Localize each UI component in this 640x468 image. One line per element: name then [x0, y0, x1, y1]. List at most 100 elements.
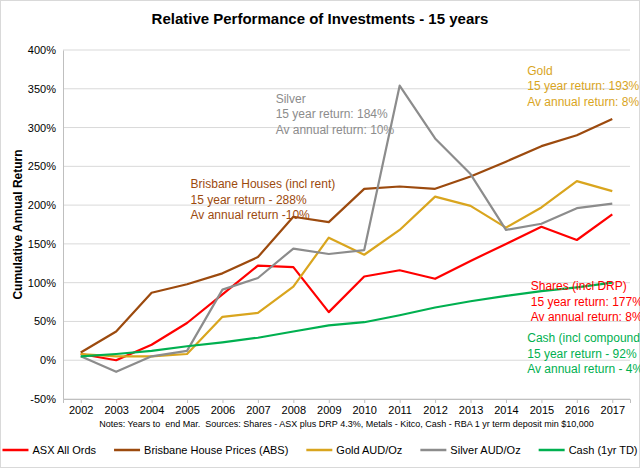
annotation-line: Av annual return: 10%: [276, 123, 395, 137]
x-tick: 2006: [211, 399, 235, 416]
chart: Relative Performance of Investments - 15…: [0, 0, 640, 468]
x-tick-mark: [187, 399, 188, 403]
legend-swatch: [420, 449, 446, 452]
x-tick-label: 2016: [565, 404, 589, 416]
annotation-line: Gold: [527, 64, 552, 78]
annotation-line: 15 year return - 92%: [527, 347, 637, 361]
x-tick-mark: [471, 399, 472, 403]
x-tick-mark: [577, 399, 578, 403]
x-tick-label: 2009: [317, 404, 341, 416]
legend-item: Gold AUD/Oz: [306, 444, 402, 456]
x-tick-label: 2002: [69, 404, 93, 416]
x-tick: 2013: [459, 399, 483, 416]
annotation-line: Shares (incl DRP): [531, 279, 627, 293]
y-tick-label: 50%: [34, 315, 56, 327]
x-tick-label: 2015: [530, 404, 554, 416]
annotation-line: 15 year return: 184%: [276, 107, 388, 121]
x-tick: 2017: [601, 399, 625, 416]
y-tick: 100%: [28, 277, 63, 289]
y-tick-label: 200%: [28, 199, 56, 211]
x-tick-mark: [222, 399, 223, 403]
x-tick-mark: [81, 399, 82, 403]
legend-item: Brisbane House Prices (ABS): [114, 444, 288, 456]
y-tick: -50%: [30, 393, 63, 405]
x-tick-mark: [152, 399, 153, 403]
annotation-line: Av annual return: 8%: [527, 95, 639, 109]
grid-line: [63, 166, 630, 167]
y-tick: 400%: [28, 44, 63, 56]
x-tick-label: 2010: [352, 404, 376, 416]
x-tick: 2012: [423, 399, 447, 416]
annotation-line: Silver: [276, 92, 306, 106]
legend-label: Cash (1yr TD): [569, 444, 638, 456]
x-tick-mark: [612, 399, 613, 403]
annotation: Gold15 year return: 193%Av annual return…: [527, 64, 639, 109]
y-tick: 250%: [28, 160, 63, 172]
x-tick-mark: [435, 399, 436, 403]
x-tick: 2003: [104, 399, 128, 416]
x-tick: 2010: [352, 399, 376, 416]
annotation: Silver15 year return: 184% Av annual retu…: [276, 92, 395, 137]
y-tick: 200%: [28, 199, 63, 211]
y-tick-label: 250%: [28, 160, 56, 172]
annotation-line: Av annual return: 8%: [531, 310, 640, 324]
x-tick-label: 2008: [282, 404, 306, 416]
x-tick-label: 2011: [388, 404, 412, 416]
x-tick: 2009: [317, 399, 341, 416]
x-tick: 2014: [494, 399, 518, 416]
legend-swatch: [539, 449, 565, 452]
x-tick: 2008: [282, 399, 306, 416]
x-tick-mark: [400, 399, 401, 403]
x-tick-mark: [258, 399, 259, 403]
legend-label: Brisbane House Prices (ABS): [144, 444, 288, 456]
annotation: Cash (incl compounding int)15 year retur…: [527, 331, 640, 376]
x-tick-label: 2003: [104, 404, 128, 416]
title: Relative Performance of Investments - 15…: [152, 10, 489, 27]
annotation-line: Brisbane Houses (incl rent): [191, 177, 336, 191]
y-tick-label: 0%: [40, 354, 56, 366]
annotation-line: 15 year return: 177%: [531, 295, 640, 309]
y-tick: 0%: [40, 354, 63, 366]
annotations: Silver15 year return: 184% Av annual retu…: [191, 64, 640, 377]
x-tick-label: 2007: [246, 404, 270, 416]
series-lines: [81, 86, 613, 372]
x-tick-label: 2017: [601, 404, 625, 416]
legend-label: Silver AUD/Oz: [450, 444, 520, 456]
grid-line: [63, 50, 630, 51]
x-tick: 2015: [530, 399, 554, 416]
annotation: Brisbane Houses (incl rent) 15 year retur…: [191, 177, 336, 222]
legend-label: ASX All Ords: [32, 444, 96, 456]
annotation-line: Av annual return -10%: [191, 208, 311, 222]
x-tick-mark: [116, 399, 117, 403]
legend-item: Cash (1yr TD): [539, 444, 638, 456]
x-axis: 2002 2003 2004 2005 2006 2007 2008 2009 2010 2011…: [64, 399, 631, 416]
x-axis-line: [64, 400, 631, 404]
x-tick: 2016: [565, 399, 589, 416]
legend-swatch: [306, 449, 332, 452]
legend-label: Gold AUD/Oz: [336, 444, 402, 456]
legend-swatch: [2, 449, 28, 452]
y-tick: 300%: [28, 122, 63, 134]
legend-item: Silver AUD/Oz: [420, 444, 520, 456]
x-tick: 2004: [140, 399, 164, 416]
x-tick-label: 2005: [175, 404, 199, 416]
legend-swatch: [114, 449, 140, 452]
y-tick-label: 150%: [28, 238, 56, 250]
annotation-line: 15 year return - 288%: [191, 193, 307, 207]
x-tick-mark: [541, 399, 542, 403]
x-tick-mark: [364, 399, 365, 403]
y-tick: 150%: [28, 238, 63, 250]
chart-border: [1, 1, 640, 468]
y-axis-line: [63, 51, 64, 400]
y-tick-label: 100%: [28, 277, 56, 289]
x-tick: 2011: [388, 399, 412, 416]
x-tick-label: 2004: [140, 404, 164, 416]
x-tick: 2005: [175, 399, 199, 416]
series-line: [81, 86, 613, 372]
y-tick-label: -50%: [30, 393, 56, 405]
x-tick: 2007: [246, 399, 270, 416]
notes: Notes: Years to end Mar. Sources: Shares…: [99, 419, 594, 429]
x-tick-mark: [506, 399, 507, 403]
annotation: Shares (incl DRP) 15 year return: 177%Av …: [531, 279, 640, 324]
series-line: [81, 181, 613, 356]
